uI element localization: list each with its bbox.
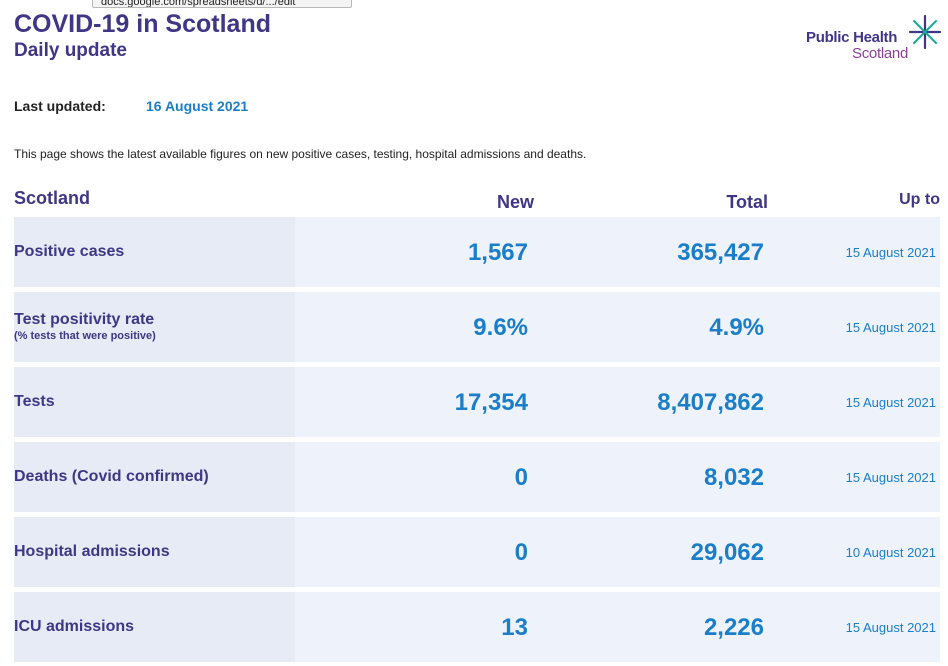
new-value: 17,354 — [454, 389, 528, 416]
table-row: Tests 17,354 8,407,862 15 August 2021 — [14, 367, 940, 437]
up-to-date: 10 August 2021 — [845, 545, 936, 560]
row-label: Test positivity rate — [14, 311, 155, 328]
up-to-date: 15 August 2021 — [845, 245, 936, 260]
row-label-cell — [14, 592, 295, 662]
new-value: 1,567 — [467, 239, 528, 266]
row-label: Tests — [14, 393, 55, 410]
table-row: Positive cases 1,567 365,427 15 August 2… — [14, 217, 940, 287]
total-value: 29,062 — [690, 539, 764, 566]
total-value: 4.9% — [709, 314, 764, 341]
new-value: 0 — [514, 539, 528, 566]
up-to-date: 15 August 2021 — [845, 395, 936, 410]
intro-text: This page shows the latest available fig… — [14, 147, 587, 161]
new-value: 9.6% — [473, 314, 528, 341]
row-label-cell — [14, 292, 295, 362]
row-label-cell — [14, 517, 295, 587]
logo-star-icon — [908, 14, 942, 50]
table-row: ICU admissions 13 2,226 15 August 2021 — [14, 592, 940, 662]
row-label: Positive cases — [14, 243, 125, 260]
logo-text-line1: Public Health — [806, 29, 898, 46]
up-to-date: 15 August 2021 — [845, 320, 936, 335]
header-up-to: Up to — [899, 191, 940, 208]
table-row: Hospital admissions 0 29,062 10 August 2… — [14, 517, 940, 587]
row-label-cell — [14, 217, 295, 287]
new-value: 13 — [501, 614, 528, 641]
last-updated-label: Last updated: — [14, 98, 106, 114]
total-value: 2,226 — [703, 614, 764, 641]
page-title: COVID-19 in Scotland — [14, 10, 271, 38]
url-tooltip: docs.google.com/spreadsheets/d/.../edit — [92, 0, 352, 8]
new-value: 0 — [514, 464, 528, 491]
header-total: Total — [726, 192, 768, 212]
up-to-date: 15 August 2021 — [845, 470, 936, 485]
row-label: Hospital admissions — [14, 543, 170, 560]
total-value: 8,032 — [703, 464, 764, 491]
header-region: Scotland — [14, 188, 91, 208]
total-value: 365,427 — [677, 239, 764, 266]
row-label: ICU admissions — [14, 618, 135, 635]
total-value: 8,407,862 — [657, 389, 764, 416]
table-row: Test positivity rate (% tests that were … — [14, 292, 940, 362]
row-label: Deaths (Covid confirmed) — [14, 468, 209, 485]
public-health-scotland-logo: Public Health Scotland — [806, 14, 946, 66]
row-label-cell — [14, 442, 295, 512]
row-label-cell — [14, 367, 295, 437]
logo-text-line2: Scotland — [852, 45, 908, 62]
last-updated-value: 16 August 2021 — [146, 98, 249, 114]
row-sublabel: (% tests that were positive) — [14, 330, 156, 342]
table-row: Deaths (Covid confirmed) 0 8,032 15 Augu… — [14, 442, 940, 512]
up-to-date: 15 August 2021 — [845, 620, 936, 635]
header-new: New — [496, 192, 534, 212]
page-subtitle: Daily update — [14, 40, 127, 61]
